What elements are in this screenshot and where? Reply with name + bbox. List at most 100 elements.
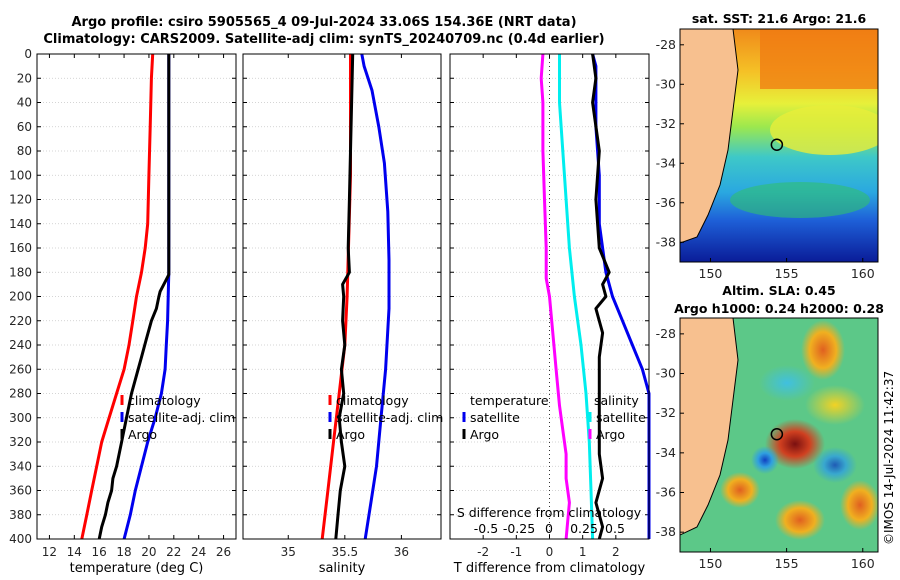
x-axis-label: salinity	[319, 561, 366, 576]
legend-label: Argo	[596, 427, 625, 442]
x-axis-label: temperature (deg C)	[70, 561, 204, 576]
x-tick-label: 22	[166, 545, 181, 559]
x-axis-label: T difference from climatology	[453, 561, 646, 576]
y-tick-label: 100	[9, 168, 32, 182]
map-x-tick-label: 160	[851, 556, 875, 571]
top-axis-tick-label: -0.5	[474, 521, 498, 536]
y-tick-label: 340	[9, 459, 32, 473]
legend-label: satellite	[470, 410, 520, 425]
top-axis-tick-label: -0.25	[503, 521, 535, 536]
x-tick-label: 2	[612, 545, 620, 559]
legend-label: Argo	[470, 427, 499, 442]
x-tick-label: -2	[477, 545, 489, 559]
sla-high-se	[840, 480, 878, 530]
temperature-series-group	[80, 53, 171, 540]
argo-position-marker	[770, 427, 784, 441]
x-tick-label: 12	[42, 545, 57, 559]
y-tick-label: 20	[17, 71, 32, 85]
map-y-tick-label: -38	[656, 234, 676, 249]
sst-map	[680, 29, 878, 262]
legend-label: satellite	[596, 410, 646, 425]
sla-high-south	[775, 500, 825, 540]
credit-text: ©IMOS 14-Jul-2024 11:42:37	[882, 370, 896, 545]
difference-frame	[449, 53, 650, 540]
salinity-panel: 35 35.5 36 salinity climatology satellite-adj…	[242, 53, 443, 576]
y-tick-label: 360	[9, 484, 32, 498]
x-tick-label: 36	[394, 545, 409, 559]
temperature-panel: 12 14 16 18 20 22 24 26 temperature (deg C) 0 20 40…	[9, 47, 237, 576]
y-tick-label: 160	[9, 241, 32, 255]
legend-label: Argo	[336, 427, 365, 442]
y-tick-label: 240	[9, 338, 32, 352]
map-axes: 150 155 160 -28 -30 -32 -34 -36 -38 150 155 160 -28 -…	[656, 37, 875, 571]
difference-series-group	[539, 53, 651, 540]
x-tick-label: 1	[579, 545, 587, 559]
sla-low-east	[813, 447, 857, 483]
sla-map-title-line1: Altim. SLA: 0.45	[722, 283, 836, 298]
sst-front	[730, 182, 870, 218]
sla-high-core	[765, 419, 825, 469]
x-tick-label: 16	[92, 545, 107, 559]
salinity-frame	[242, 53, 442, 540]
x-tick-label: 0	[546, 545, 554, 559]
argo-line	[97, 54, 171, 540]
y-tick-label: 400	[9, 532, 32, 546]
x-tick-label: 35	[281, 545, 296, 559]
sla-map-title-line2: Argo h1000: 0.24 h2000: 0.28	[674, 301, 884, 316]
top-axis-tick-label: 0.25	[570, 521, 598, 536]
y-tick-label: 180	[9, 265, 32, 279]
top-axis-tick-label: 0	[545, 521, 553, 536]
sla-land	[680, 318, 739, 536]
y-tick-label: 60	[17, 120, 32, 134]
sla-low-core	[751, 446, 779, 474]
legend-header-salinity: salinity	[594, 393, 639, 408]
map-x-tick-label: 150	[699, 556, 723, 571]
x-tick-label: 18	[116, 545, 131, 559]
sla-high-sw	[720, 472, 760, 508]
y-tick-label: 80	[17, 144, 32, 158]
y-tick-label: 40	[17, 96, 32, 110]
top-axis-tick-label: 0.5	[605, 521, 625, 536]
map-y-tick-label: -30	[656, 76, 676, 91]
argo-line	[334, 53, 355, 540]
x-tick-label: 26	[216, 545, 231, 559]
legend-label: climatology	[336, 393, 409, 408]
figure-title-line2: Climatology: CARS2009. Satellite-adj cli…	[43, 32, 605, 47]
x-tick-label: 24	[191, 545, 206, 559]
difference-panel: -2 -1 0 1 2 T difference from climatology temp…	[449, 53, 651, 576]
sst-map-frame	[679, 28, 879, 263]
legend-label: Argo	[128, 427, 157, 442]
sst-warm-eddy	[770, 105, 878, 155]
y-tick-label: 200	[9, 290, 32, 304]
satellite-adj-clim-line	[360, 53, 391, 540]
sst-warm-core	[760, 29, 878, 89]
legend-label: climatology	[128, 393, 201, 408]
map-y-tick-label: -38	[656, 524, 676, 539]
x-tick-label: 14	[67, 545, 82, 559]
x-tick-label: 35.5	[331, 545, 358, 559]
map-x-tick-label: 150	[699, 266, 723, 281]
x-tick-label: 20	[141, 545, 156, 559]
y-tick-label: 320	[9, 435, 32, 449]
y-tick-label: 140	[9, 217, 32, 231]
sla-map-frame	[679, 317, 879, 553]
map-y-tick-label: -32	[656, 116, 676, 131]
argo-position-marker	[770, 138, 784, 151]
map-y-tick-label: -36	[656, 485, 676, 500]
temperature-frame	[36, 53, 237, 540]
map-x-tick-label: 155	[775, 266, 799, 281]
sla-high-east	[805, 385, 865, 425]
map-x-tick-label: 160	[851, 266, 875, 281]
legend-header-temperature: temperature	[470, 393, 549, 408]
salinity-series-group	[320, 53, 391, 540]
map-x-tick-label: 155	[775, 556, 799, 571]
x-tick-label: -1	[510, 545, 522, 559]
map-y-tick-label: -36	[656, 195, 676, 210]
sst-map-title: sat. SST: 21.6 Argo: 21.6	[691, 11, 867, 26]
satellite-adj-clim-line	[122, 54, 171, 540]
map-y-tick-label: -34	[656, 445, 676, 460]
s-argo-line	[539, 53, 571, 540]
y-tick-label: 300	[9, 411, 32, 425]
legend-label: satellite-adj. clim	[128, 410, 235, 425]
